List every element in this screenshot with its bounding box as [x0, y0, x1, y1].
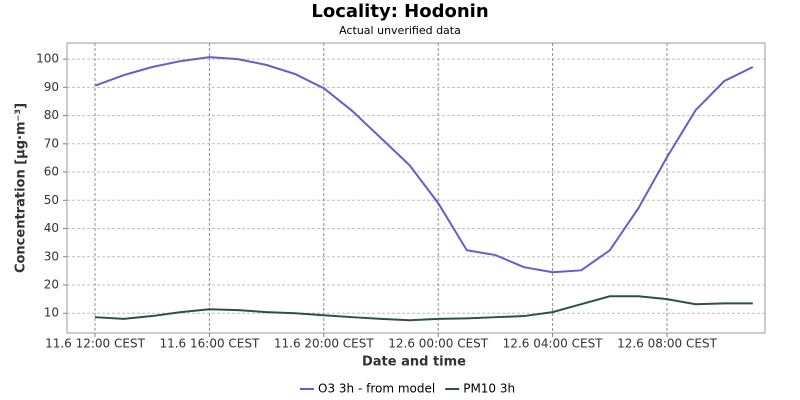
y-tick-label: 90: [44, 80, 59, 94]
legend-label: PM10 3h: [463, 382, 515, 396]
legend-label: O3 3h - from model: [318, 382, 435, 396]
y-tick-label: 80: [44, 108, 59, 122]
x-tick-label: 12.6 04:00 CEST: [503, 337, 604, 351]
y-tick-label: 50: [44, 193, 59, 207]
y-tick-label: 40: [44, 221, 59, 235]
x-tick-label: 11.6 16:00 CEST: [159, 337, 260, 351]
y-axis-title: Concentration [µg·m⁻³]: [14, 103, 29, 273]
x-tick-label: 12.6 08:00 CEST: [617, 337, 718, 351]
series-line: [94, 295, 753, 322]
y-tick-label: 70: [44, 136, 59, 150]
x-tick-label: 11.6 12:00 CEST: [45, 337, 146, 351]
chart-subtitle: Actual unverified data: [339, 24, 461, 37]
y-tick-label: 100: [36, 52, 59, 66]
y-tick-label: 10: [44, 306, 59, 320]
plot-area: [66, 42, 766, 334]
chart-title: Locality: Hodonin: [311, 1, 488, 22]
x-axis-title: Date and time: [362, 355, 466, 370]
y-tick-label: 60: [44, 165, 59, 179]
x-tick-label: 12.6 00:00 CEST: [388, 337, 489, 351]
y-tick-label: 20: [44, 277, 59, 291]
series-line: [94, 56, 754, 274]
x-tick-label: 11.6 20:00 CEST: [274, 337, 375, 351]
y-tick-label: 30: [44, 249, 59, 263]
